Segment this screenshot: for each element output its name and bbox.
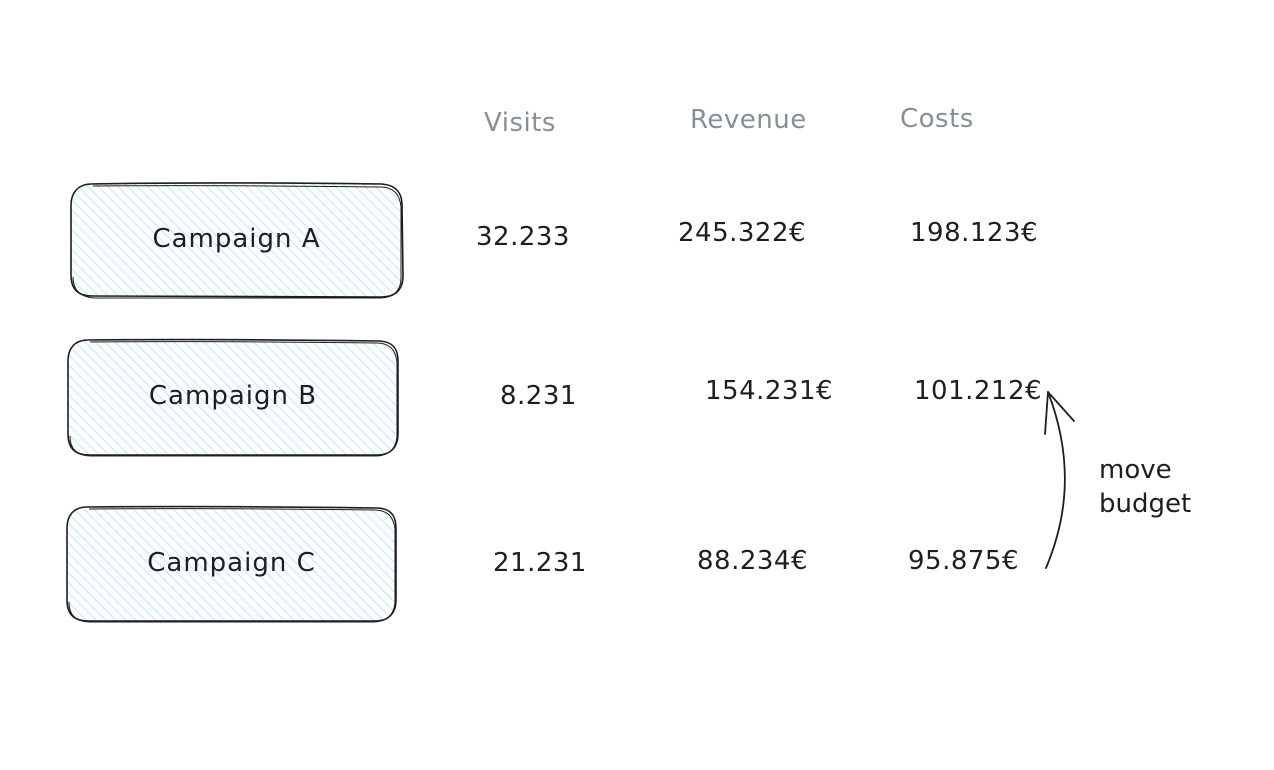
move-budget-arrow <box>1044 391 1075 569</box>
campaign-c-box[interactable] <box>66 505 397 623</box>
campaign-b-label: Campaign B <box>148 381 318 411</box>
campaign-b-visits: 8.231 <box>500 381 577 411</box>
move-budget-line-2: budget <box>1099 489 1192 519</box>
campaign-b-box[interactable] <box>67 338 399 457</box>
campaign-c-label: Campaign C <box>147 548 316 578</box>
campaign-a-label: Campaign A <box>152 224 321 254</box>
campaign-a-box[interactable] <box>70 182 404 299</box>
campaign-a-costs: 198.123€ <box>910 218 1039 248</box>
move-budget-note: move budget <box>1099 453 1191 521</box>
campaign-c-revenue: 88.234€ <box>697 546 809 576</box>
campaign-c-costs: 95.875€ <box>908 546 1020 576</box>
campaign-a-revenue: 245.322€ <box>678 218 807 248</box>
header-visits: Visits <box>484 108 556 138</box>
campaign-c-visits: 21.231 <box>493 548 587 578</box>
move-budget-line-1: move <box>1099 455 1172 485</box>
campaign-b-costs: 101.212€ <box>914 376 1043 406</box>
header-costs: Costs <box>900 104 974 134</box>
campaign-b-revenue: 154.231€ <box>705 376 834 406</box>
header-revenue: Revenue <box>690 105 807 135</box>
campaign-a-visits: 32.233 <box>476 222 570 252</box>
